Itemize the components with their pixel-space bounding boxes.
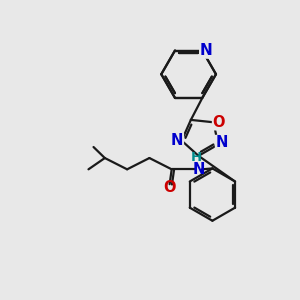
Text: H: H (190, 151, 202, 164)
Text: O: O (164, 180, 176, 195)
Text: O: O (213, 115, 225, 130)
Text: N: N (171, 133, 183, 148)
Text: O: O (213, 115, 225, 130)
Text: N: N (200, 43, 212, 58)
Text: N: N (171, 133, 183, 148)
Text: N: N (216, 136, 228, 151)
Text: N: N (192, 162, 205, 177)
Text: N: N (200, 43, 212, 58)
Text: N: N (216, 136, 229, 151)
